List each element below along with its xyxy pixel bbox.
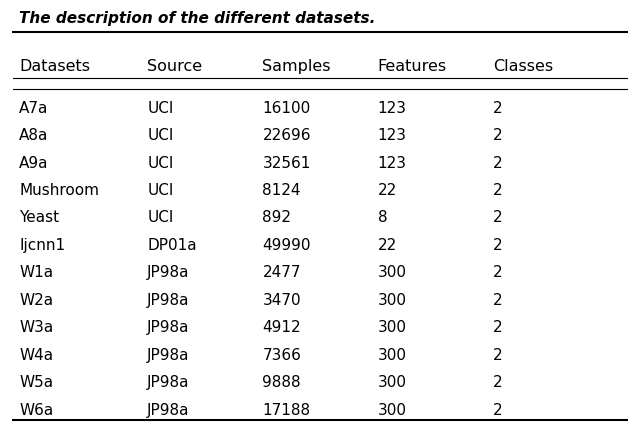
Text: 2: 2	[493, 348, 502, 363]
Text: 300: 300	[378, 403, 406, 417]
Text: The description of the different datasets.: The description of the different dataset…	[19, 11, 376, 26]
Text: JP98a: JP98a	[147, 348, 189, 363]
Text: 300: 300	[378, 320, 406, 335]
Text: W3a: W3a	[19, 320, 54, 335]
Text: Features: Features	[378, 59, 447, 74]
Text: 300: 300	[378, 293, 406, 308]
Text: W1a: W1a	[19, 266, 53, 280]
Text: 49990: 49990	[262, 238, 311, 253]
Text: 300: 300	[378, 348, 406, 363]
Text: Samples: Samples	[262, 59, 331, 74]
Text: UCI: UCI	[147, 183, 173, 198]
Text: 2: 2	[493, 320, 502, 335]
Text: Source: Source	[147, 59, 202, 74]
Text: Classes: Classes	[493, 59, 553, 74]
Text: 2: 2	[493, 156, 502, 170]
Text: 16100: 16100	[262, 101, 310, 115]
Text: 123: 123	[378, 156, 406, 170]
Text: W2a: W2a	[19, 293, 53, 308]
Text: 2: 2	[493, 183, 502, 198]
Text: UCI: UCI	[147, 101, 173, 115]
Text: 2477: 2477	[262, 266, 301, 280]
Text: JP98a: JP98a	[147, 320, 189, 335]
Text: JP98a: JP98a	[147, 375, 189, 390]
Text: 2: 2	[493, 128, 502, 143]
Text: Ijcnn1: Ijcnn1	[19, 238, 65, 253]
Text: DP01a: DP01a	[147, 238, 197, 253]
Text: A8a: A8a	[19, 128, 49, 143]
Text: UCI: UCI	[147, 128, 173, 143]
Text: 22: 22	[378, 238, 397, 253]
Text: 2: 2	[493, 266, 502, 280]
Text: W6a: W6a	[19, 403, 54, 417]
Text: 32561: 32561	[262, 156, 311, 170]
Text: 7366: 7366	[262, 348, 301, 363]
Text: W4a: W4a	[19, 348, 53, 363]
Text: Datasets: Datasets	[19, 59, 90, 74]
Text: 3470: 3470	[262, 293, 301, 308]
Text: UCI: UCI	[147, 211, 173, 225]
Text: 2: 2	[493, 375, 502, 390]
Text: 22696: 22696	[262, 128, 311, 143]
Text: 2: 2	[493, 293, 502, 308]
Text: 123: 123	[378, 128, 406, 143]
Text: W5a: W5a	[19, 375, 53, 390]
Text: 9888: 9888	[262, 375, 301, 390]
Text: 300: 300	[378, 375, 406, 390]
Text: 123: 123	[378, 101, 406, 115]
Text: 2: 2	[493, 238, 502, 253]
Text: JP98a: JP98a	[147, 293, 189, 308]
Text: UCI: UCI	[147, 156, 173, 170]
Text: 892: 892	[262, 211, 291, 225]
Text: 2: 2	[493, 211, 502, 225]
Text: JP98a: JP98a	[147, 266, 189, 280]
Text: 8124: 8124	[262, 183, 301, 198]
Text: Yeast: Yeast	[19, 211, 60, 225]
Text: 17188: 17188	[262, 403, 310, 417]
Text: 2: 2	[493, 101, 502, 115]
Text: 2: 2	[493, 403, 502, 417]
Text: A9a: A9a	[19, 156, 49, 170]
Text: Mushroom: Mushroom	[19, 183, 99, 198]
Text: JP98a: JP98a	[147, 403, 189, 417]
Text: 4912: 4912	[262, 320, 301, 335]
Text: 8: 8	[378, 211, 387, 225]
Text: 300: 300	[378, 266, 406, 280]
Text: 22: 22	[378, 183, 397, 198]
Text: A7a: A7a	[19, 101, 49, 115]
